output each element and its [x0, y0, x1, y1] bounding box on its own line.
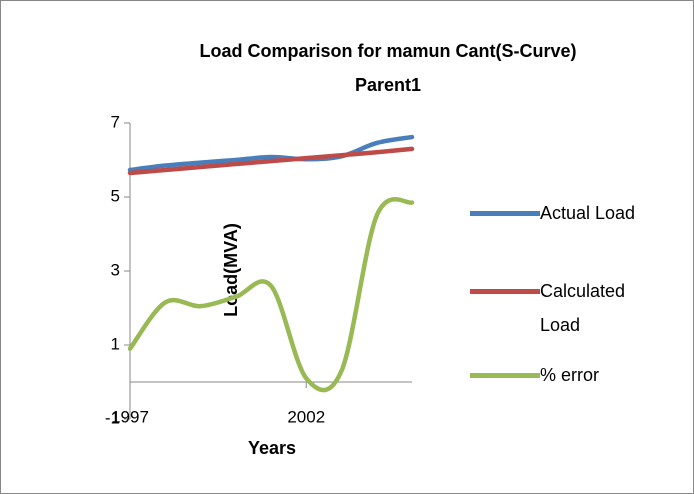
chart-title: Load Comparison for mamun Cant(S-Curve): [199, 41, 576, 61]
y-tick-label: 1: [111, 334, 120, 353]
x-tick-label: 2002: [287, 407, 325, 426]
legend-swatch: [470, 211, 540, 216]
legend-label: Actual Load: [540, 203, 636, 223]
legend-item: Actual Load: [470, 196, 670, 230]
legend-label: % error: [540, 365, 600, 385]
y-tick-label: 7: [111, 112, 120, 131]
y-tick-label: 5: [111, 186, 120, 205]
x-tick-label: 1997: [111, 407, 149, 426]
y-axis-label: Load(MVA): [221, 223, 241, 317]
legend-swatch: [470, 289, 540, 294]
legend-swatch: [470, 373, 540, 378]
series-line: [127, 134, 415, 173]
y-tick-label: -1: [105, 408, 120, 427]
legend-item: % error: [470, 358, 670, 392]
chart-title: Parent1: [355, 75, 421, 95]
legend-item: Calculated Load: [470, 274, 670, 342]
legend-label: Calculated Load: [540, 281, 626, 335]
x-axis-label: Years: [248, 438, 296, 458]
series-line: [127, 146, 415, 176]
series-line: [127, 197, 415, 393]
y-tick-label: 3: [111, 260, 120, 279]
